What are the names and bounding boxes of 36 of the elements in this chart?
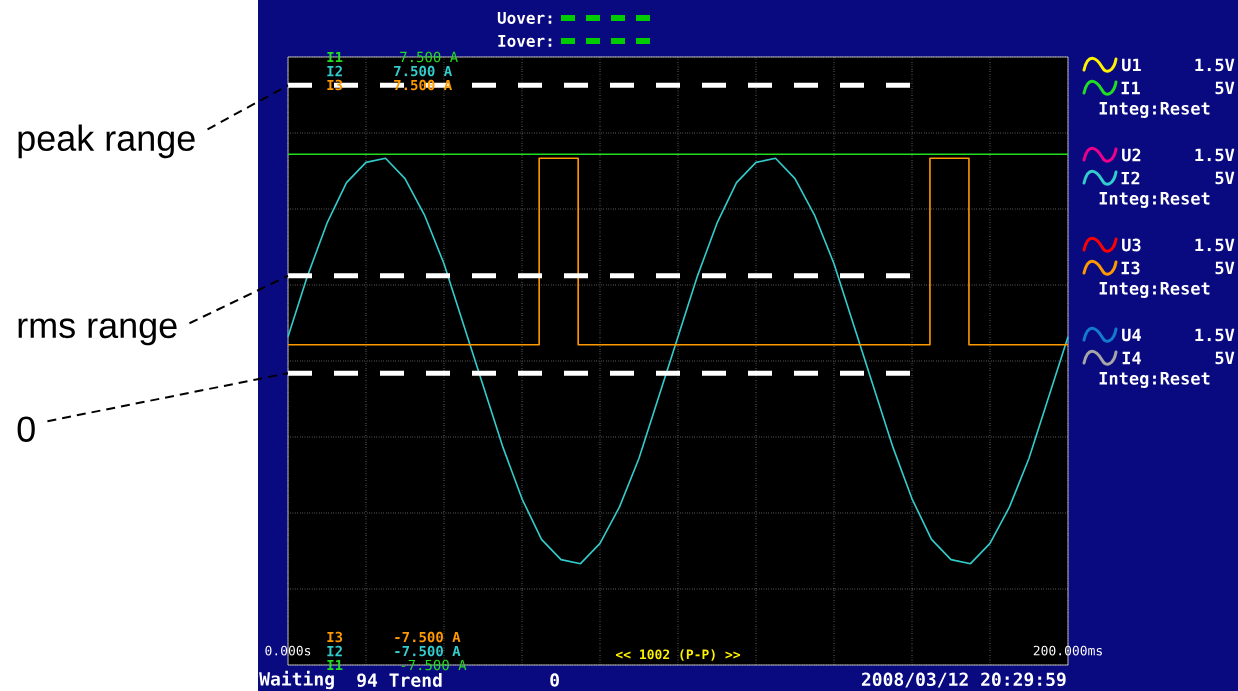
text: I4	[1122, 351, 1141, 365]
legend-label: I2	[1121, 171, 1140, 185]
legend-label: I3	[1121, 261, 1140, 275]
text: 5V	[1215, 171, 1235, 185]
annotation: I3	[327, 631, 343, 643]
ref-line-label: rms range	[18, 318, 177, 346]
legend-label: I1	[1121, 81, 1140, 95]
text: 1.5V	[1195, 148, 1235, 162]
text: 5V	[1215, 351, 1235, 365]
text: 5V	[1215, 261, 1235, 275]
text: 2008/03/12 20:29:59	[861, 672, 1066, 688]
text: 94 Trend	[357, 672, 442, 688]
text: U3	[1122, 238, 1141, 252]
text: U2	[1122, 148, 1141, 162]
x-tick-label: 200.000ms	[1033, 645, 1102, 656]
text: 1.5V	[1195, 328, 1235, 342]
text: 5V	[1215, 81, 1235, 95]
text: U1	[1122, 58, 1141, 72]
x-tick-label: 0.000s	[265, 645, 311, 656]
text: 1.5V	[1195, 238, 1235, 252]
annotation: << 1002 (P-P) >>	[615, 649, 741, 661]
text: Integ:Reset	[1099, 192, 1210, 208]
text: 1.5V	[1195, 58, 1235, 72]
ref-line-label: peak range	[18, 124, 195, 159]
text: Integ:Reset	[1099, 102, 1210, 118]
text: Uover:	[497, 12, 552, 24]
text: U4	[1122, 328, 1141, 342]
annotation: I2	[327, 65, 342, 77]
text: Iover:	[498, 35, 552, 47]
text: Integ:Reset	[1099, 372, 1210, 388]
text: 0	[550, 673, 559, 687]
ref-line-label: 0	[17, 416, 35, 442]
text: Integ:Reset	[1099, 282, 1210, 298]
text: Waiting	[259, 670, 334, 690]
annotation: I2	[327, 645, 342, 657]
annotation: I3	[327, 79, 343, 91]
